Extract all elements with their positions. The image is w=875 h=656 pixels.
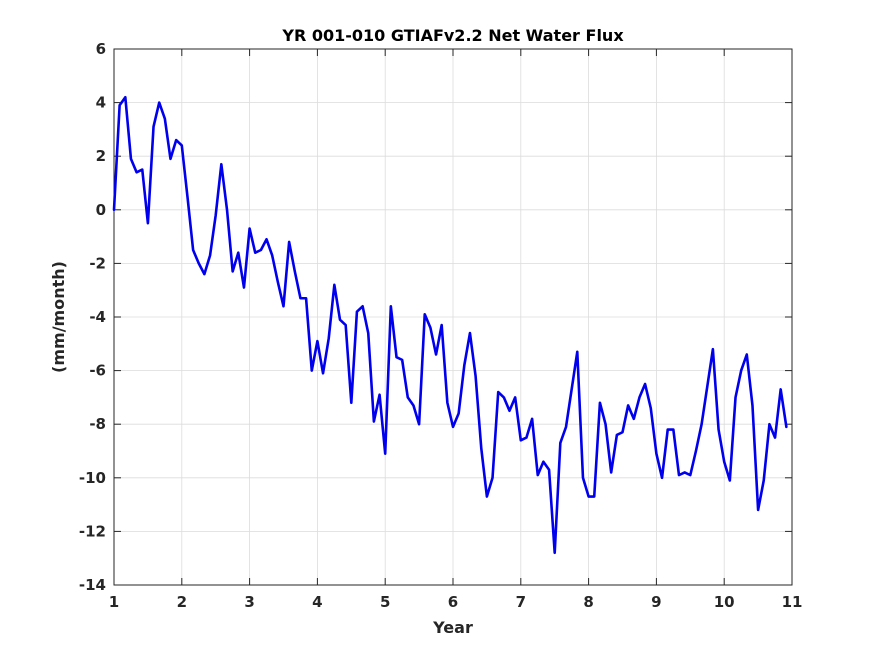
series-layer [112, 95, 788, 555]
y-tick-label: 2 [96, 147, 106, 165]
y-axis-label: (mm/month) [49, 261, 68, 373]
x-axis-label: Year [432, 618, 473, 637]
y-tick-label: -6 [89, 362, 106, 380]
x-tick-label: 5 [380, 593, 390, 611]
x-tick-label: 10 [714, 593, 735, 611]
y-tick-label: 0 [96, 201, 106, 219]
x-tick-label: 11 [782, 593, 803, 611]
x-tick-label: 7 [516, 593, 526, 611]
x-tick-label: 8 [583, 593, 593, 611]
series-line-0 [112, 95, 788, 555]
y-tick-label: -12 [79, 522, 106, 540]
x-tick-label: 1 [109, 593, 119, 611]
x-tick-label: 2 [177, 593, 187, 611]
x-tick-label: 3 [244, 593, 254, 611]
x-tick-label: 6 [448, 593, 458, 611]
tick-layer: 1 2 3 4 5 6 7 8 9 10 11 -14 -12 -10 -8 -6 -4 -2 0 2 4 6 [79, 40, 803, 611]
y-tick-label: 4 [96, 94, 106, 112]
x-tick-label: 4 [312, 593, 322, 611]
y-tick-label: -4 [89, 308, 106, 326]
y-tick-label: -2 [89, 254, 106, 272]
x-tick-label: 9 [651, 593, 661, 611]
y-tick-label: 6 [96, 40, 106, 58]
y-tick-label: -10 [79, 469, 106, 487]
y-tick-label: -14 [79, 576, 106, 594]
y-tick-label: -8 [89, 415, 106, 433]
chart-title: YR 001-010 GTIAFv2.2 Net Water Flux [281, 26, 624, 45]
